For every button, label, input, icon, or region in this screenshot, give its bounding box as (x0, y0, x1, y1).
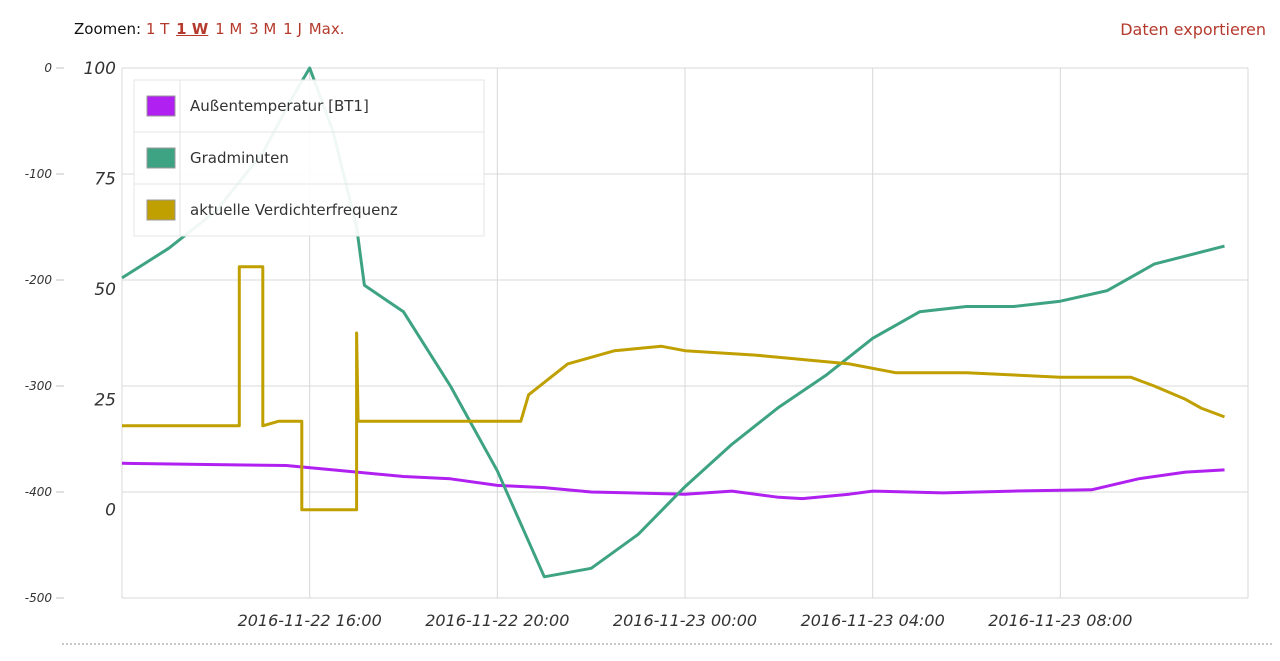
left-axis-tick-label: 0 (44, 61, 52, 75)
zoom-option-1-j[interactable]: 1 J (283, 20, 302, 38)
legend[interactable]: Außentemperatur [BT1] Gradminuten aktuelle… (133, 79, 485, 237)
left-axis-tick-label: -500 (25, 591, 53, 605)
legend-swatch[interactable] (146, 147, 176, 169)
zoom-option-1-w[interactable]: 1 W (176, 20, 209, 38)
right-axis-tick-label: 75 (94, 169, 116, 189)
zoom-option-max[interactable]: Max. (308, 20, 345, 38)
outside-temperature-line (121, 461, 1225, 501)
zoom-options: 1 T 1 W 1 M 3 M 1 J Max. (146, 20, 347, 38)
export-data-link[interactable]: Daten exportieren (1120, 20, 1266, 39)
x-axis-tick-label: 2016-11-22 20:00 (425, 611, 569, 630)
left-axis-tick-label: -300 (25, 379, 53, 393)
right-axis-tick-label: 0 (105, 501, 116, 521)
legend-label[interactable]: Außentemperatur [BT1] (190, 97, 369, 115)
compressor-frequency-line (122, 265, 1226, 512)
x-axis-tick-label: 2016-11-23 04:00 (801, 611, 945, 630)
left-axis-tick-label: -100 (25, 167, 53, 181)
x-axis-tick-label: 2016-11-23 00:00 (613, 611, 757, 630)
zoom-bar: Zoomen: 1 T 1 W 1 M 3 M 1 J Max. (74, 20, 346, 38)
bottom-separator (62, 643, 1272, 645)
chart: 0 -100 -200 -300 -400 -500 100 75 50 25 0 2016-11-2… (25, 59, 1249, 630)
legend-swatch[interactable] (146, 199, 176, 221)
x-axis-tick-label: 2016-11-23 08:00 (988, 611, 1132, 630)
right-axis-tick-label: 50 (94, 280, 116, 300)
left-axis-tick-label: -200 (25, 273, 53, 287)
x-axis-tick-label: 2016-11-22 16:00 (238, 611, 382, 630)
right-axis-tick-label: 25 (94, 390, 116, 410)
zoom-option-3-m[interactable]: 3 M (249, 20, 277, 38)
legend-box (133, 79, 485, 237)
axes: 0 -100 -200 -300 -400 -500 100 75 50 25 0 2016-11-2… (25, 59, 1133, 630)
legend-label[interactable]: Gradminuten (190, 149, 289, 167)
left-axis-tick-label: -400 (25, 485, 53, 499)
legend-swatch[interactable] (146, 95, 176, 117)
legend-label[interactable]: aktuelle Verdichterfrequenz (190, 201, 398, 219)
zoom-option-1-t[interactable]: 1 T (145, 20, 170, 38)
zoom-option-1-m[interactable]: 1 M (215, 20, 243, 38)
right-axis-tick-label: 100 (84, 59, 116, 79)
zoom-label: Zoomen: (74, 20, 142, 38)
